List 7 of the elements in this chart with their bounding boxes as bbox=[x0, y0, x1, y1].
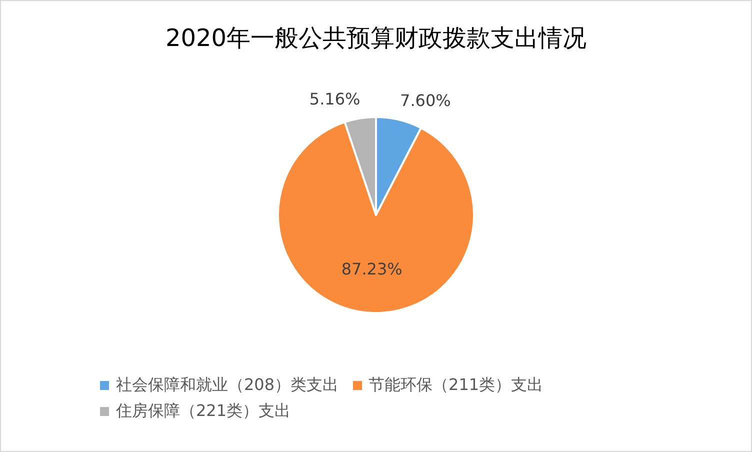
legend-label: 节能环保（211类）支出 bbox=[368, 374, 544, 396]
data-label: 87.23% bbox=[341, 260, 402, 279]
chart-title: 2020年一般公共预算财政拨款支出情况 bbox=[165, 24, 587, 52]
data-label: 5.16% bbox=[309, 89, 360, 108]
data-label: 7.60% bbox=[400, 91, 451, 110]
legend-label: 住房保障（221类）支出 bbox=[116, 400, 291, 422]
legend-label: 社会保障和就业（208）类支出 bbox=[116, 374, 339, 396]
